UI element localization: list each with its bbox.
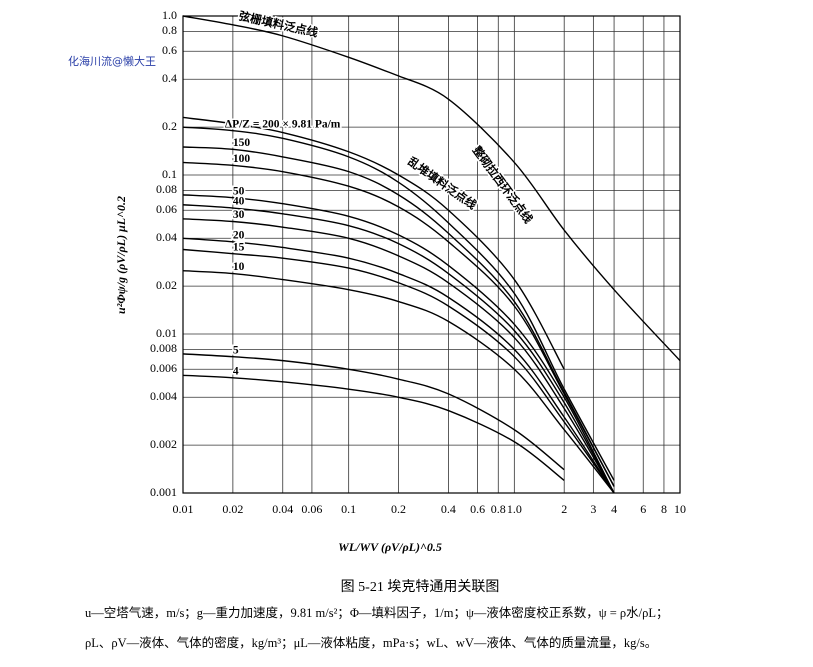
curve: [182, 218, 615, 494]
x-tick-label: 0.6: [470, 502, 485, 516]
x-tick-label: 0.04: [272, 502, 293, 516]
x-tick-label: 6: [640, 502, 646, 516]
curve-label: 30: [233, 209, 245, 221]
curve-label: 100: [233, 153, 251, 165]
curve-label: 4: [233, 365, 239, 377]
y-tick-label: 0.8: [162, 23, 177, 37]
x-tick-label: 0.2: [391, 502, 406, 516]
x-tick-label: 0.06: [301, 502, 322, 516]
note: ρL、ρV—液体、气体的密度，kg/m³；μL—液体粘度，mPa·s；wL、wV…: [85, 635, 657, 650]
curve: [182, 270, 615, 494]
curve: [182, 374, 565, 481]
y-tick-label: 0.1: [162, 167, 177, 181]
x-axis-label: WL/WV (ρV/ρL)^0.5: [338, 540, 442, 554]
x-tick-label: 3: [590, 502, 596, 516]
curve: [182, 353, 565, 471]
curve: [182, 248, 615, 494]
curve: [182, 15, 399, 77]
x-tick-label: 0.8: [491, 502, 506, 516]
y-tick-label: 0.4: [162, 71, 177, 85]
y-tick-label: 0.2: [162, 119, 177, 133]
x-tick-label: 0.4: [441, 502, 456, 516]
curve-label: 5: [233, 344, 239, 356]
curve-label: 150: [233, 137, 251, 149]
curve-label: 乱堆填料泛点线: [405, 154, 479, 212]
curve: [182, 126, 615, 481]
curve-label: 10: [233, 261, 245, 273]
curve: [398, 75, 681, 362]
y-tick-label: 1.0: [162, 8, 177, 22]
curve-label: 40: [233, 196, 245, 208]
x-tick-label: 0.02: [222, 502, 243, 516]
y-tick-label: 0.6: [162, 43, 177, 57]
y-tick-label: 0.001: [150, 485, 177, 499]
y-tick-label: 0.002: [150, 437, 177, 451]
plot-frame: [182, 15, 681, 494]
curve-label: 15: [233, 241, 245, 253]
curve-label: 整砌拉西环泛点线: [469, 143, 536, 227]
caption: 图 5-21 埃克特通用关联图: [341, 579, 500, 595]
curve: [182, 237, 615, 494]
x-tick-label: 4: [611, 502, 617, 516]
curve-label: 50: [233, 185, 245, 197]
watermark: 化海川流@懒大王: [68, 54, 156, 68]
y-axis-label: u²Φψ/g (ρV/ρL) μL^0.2: [114, 196, 128, 314]
y-tick-label: 0.01: [156, 326, 177, 340]
x-tick-label: 0.01: [173, 502, 194, 516]
y-tick-label: 0.006: [150, 361, 177, 375]
x-tick-label: 8: [661, 502, 667, 516]
x-tick-label: 2: [561, 502, 567, 516]
y-tick-label: 0.06: [156, 202, 177, 216]
curve: [182, 204, 615, 494]
y-tick-label: 0.008: [150, 341, 177, 355]
curve-label: ΔP/Z = 200 × 9.81 Pa/m: [225, 118, 341, 130]
y-tick-label: 0.04: [156, 230, 177, 244]
curve: [182, 161, 615, 487]
y-tick-label: 0.08: [156, 182, 177, 196]
x-tick-label: 10: [674, 502, 686, 516]
curve: [182, 116, 565, 370]
y-tick-label: 0.02: [156, 278, 177, 292]
y-tick-label: 0.004: [150, 389, 177, 403]
x-tick-label: 0.1: [341, 502, 356, 516]
curve: [182, 146, 615, 487]
note: u—空塔气速，m/s；g—重力加速度，9.81 m/s²；Φ—填料因子，1/m；…: [85, 605, 669, 620]
curve: [182, 194, 615, 494]
curve-label: 20: [233, 229, 245, 241]
x-tick-label: 1.0: [507, 502, 522, 516]
